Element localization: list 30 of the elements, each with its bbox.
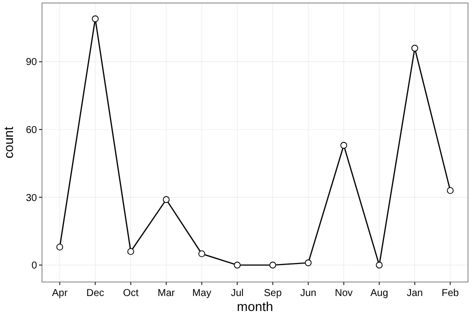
y-tick-label: 30 — [26, 192, 38, 204]
y-tick-label: 0 — [31, 260, 38, 272]
x-tick-label: Feb — [442, 288, 460, 299]
x-tick-label: Jul — [230, 288, 244, 299]
x-tick-label: Dec — [86, 288, 104, 299]
x-tick-label: Sep — [264, 288, 282, 299]
point — [234, 262, 241, 268]
point — [56, 244, 64, 250]
x-tick-label: Mar — [158, 288, 176, 299]
x-tick-label: Aug — [370, 288, 388, 299]
x-tick-label: Nov — [334, 288, 353, 299]
y-tick-label: 60 — [26, 125, 38, 136]
y-axis-title: count — [1, 126, 16, 158]
point — [269, 262, 276, 268]
x-tick-label: Oct — [122, 288, 139, 299]
y-tick-label: 90 — [26, 57, 38, 68]
point — [304, 259, 312, 266]
x-tick-label: Jan — [406, 288, 423, 299]
point — [446, 187, 454, 194]
point — [411, 44, 418, 52]
x-axis-title: month — [236, 299, 274, 314]
x-tick-label: Jun — [300, 288, 316, 299]
x-tick-label: May — [192, 288, 212, 299]
x-tick-label: Apr — [52, 288, 68, 299]
point — [127, 248, 134, 255]
point — [198, 250, 206, 258]
point — [162, 196, 170, 203]
point — [92, 15, 99, 22]
point — [340, 142, 348, 149]
point — [376, 262, 383, 268]
